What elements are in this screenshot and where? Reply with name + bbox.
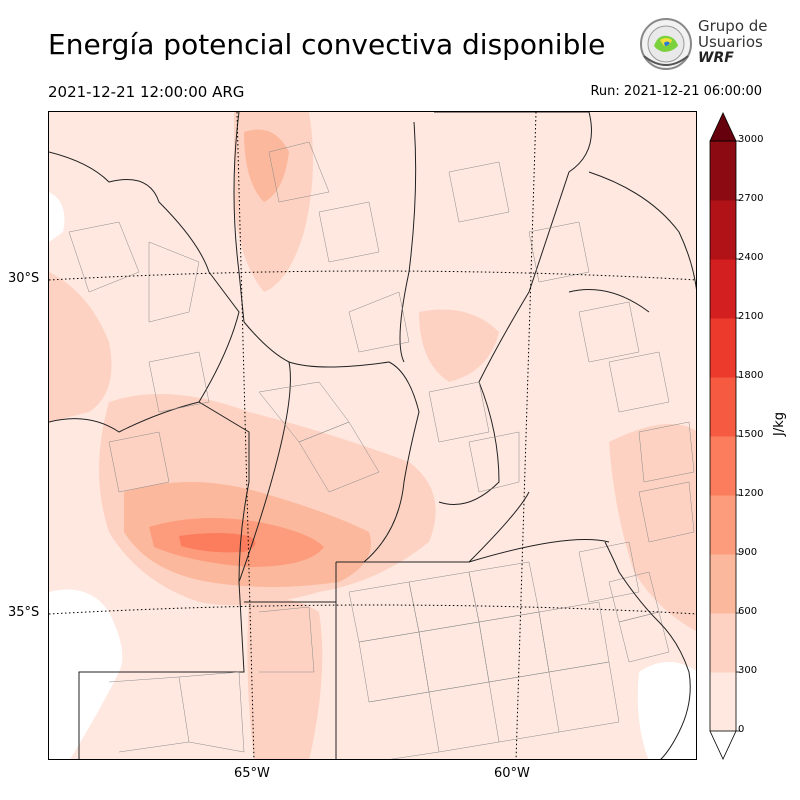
- meridian-60w: [515, 112, 537, 759]
- colorbar-tick-label: 1200: [738, 488, 764, 499]
- parallel-35s: [49, 604, 696, 615]
- colorbar-tick-label: 2400: [738, 252, 764, 263]
- lon-label-60w: 60°W: [494, 766, 530, 781]
- lat-label-35s: 35°S: [8, 605, 40, 620]
- cape-band-300-600-south: [247, 598, 323, 759]
- logo-line-2: Usuarios: [698, 33, 763, 51]
- colorbar-tick-label: 1800: [738, 370, 764, 381]
- logo-line-3: WRF: [698, 50, 734, 66]
- colorbar-tick-label: 900: [738, 547, 758, 558]
- colorbar-bin: [710, 318, 736, 378]
- lat-label-30s: 30°S: [8, 271, 40, 286]
- cape-band-300-600-west: [49, 272, 112, 422]
- valid-time: 2021-12-21 12:00:00 ARG: [48, 83, 245, 101]
- colorbar-tick-label: 1500: [738, 429, 764, 440]
- colorbar-tick-label: 300: [738, 665, 758, 676]
- logo-text: Grupo de Usuarios WRF: [698, 18, 768, 66]
- globe-seal-icon: [640, 18, 692, 70]
- logo-line-1: Grupo de: [698, 17, 768, 35]
- colorbar-tick-label: 2700: [738, 193, 764, 204]
- colorbar-bin: [710, 436, 736, 496]
- cape-zero-area-west: [49, 589, 123, 759]
- map-title: Energía potencial convectiva disponible: [48, 28, 606, 61]
- colorbar-bin: [710, 672, 736, 732]
- colorbar-extend-max: [709, 112, 737, 142]
- run-time: Run: 2021-12-21 06:00:00: [590, 84, 762, 99]
- colorbar-bin: [710, 377, 736, 437]
- colorbar-unit: J/kg: [772, 412, 787, 436]
- meridian-65w: [236, 112, 255, 759]
- cape-zero-area-east: [637, 662, 696, 759]
- cape-zero-area-north: [49, 192, 65, 242]
- colorbar-bin: [710, 200, 736, 260]
- department-boundaries: [68, 141, 695, 759]
- cape-field: [49, 112, 696, 759]
- wrf-logo: Grupo de Usuarios WRF: [638, 16, 768, 74]
- cape-band-600-900-north: [244, 129, 289, 202]
- colorbar-extend-min: [709, 730, 737, 760]
- coastline: [604, 541, 691, 759]
- colorbar-bin: [710, 259, 736, 319]
- cape-band-300-600-northeast: [419, 309, 499, 382]
- colorbar-bin: [710, 141, 736, 201]
- colorbar-tick-label: 3000: [738, 134, 764, 145]
- lon-label-65w: 65°W: [234, 766, 270, 781]
- parallel-30s: [49, 270, 696, 281]
- graticule: [49, 112, 696, 759]
- cape-map: [48, 111, 697, 760]
- colorbar-tick-label: 0: [738, 724, 745, 735]
- colorbar-graphic: [709, 112, 740, 760]
- colorbar-tick-label: 600: [738, 606, 758, 617]
- colorbar-bin: [710, 613, 736, 673]
- colorbar: [708, 111, 768, 761]
- colorbar-bin: [710, 495, 736, 555]
- colorbar-bin: [710, 554, 736, 614]
- colorbar-tick-label: 2100: [738, 311, 764, 322]
- cape-band-1200-1500: [179, 533, 256, 553]
